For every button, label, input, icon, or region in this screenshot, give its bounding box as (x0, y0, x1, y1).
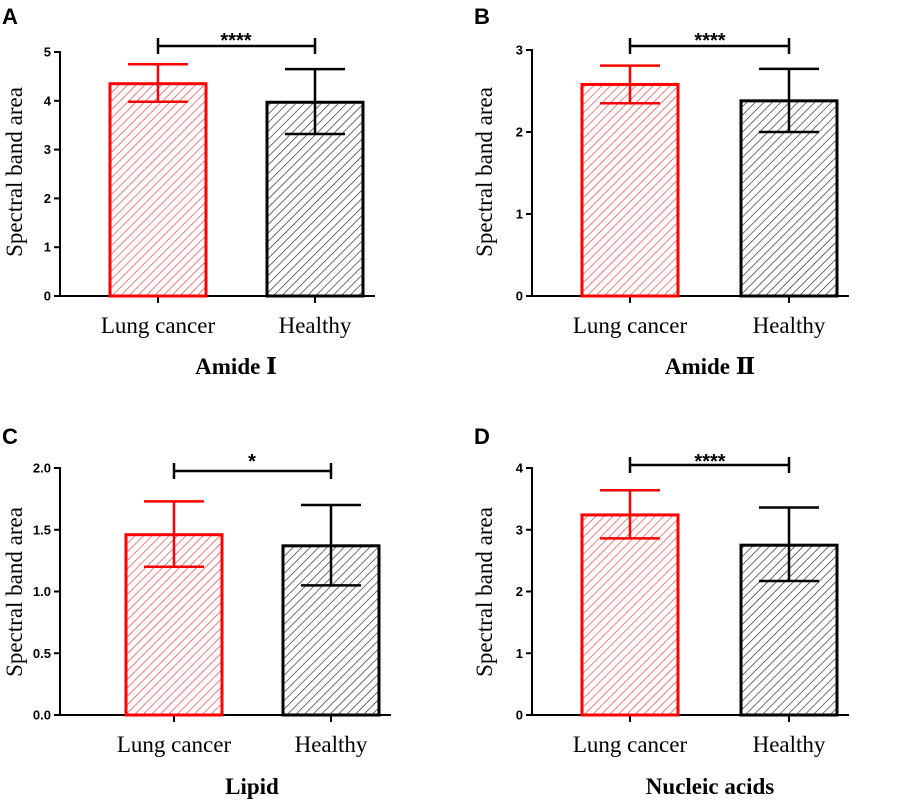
y-axis-label: Spectral band area (472, 87, 497, 257)
panel-b: B Spectral band area 0 1 2 3 Lung cancer He… (472, 4, 849, 379)
panel-label: A (2, 4, 18, 29)
y-tick-label: 3 (516, 522, 523, 537)
category-label-healthy: Healthy (753, 313, 826, 338)
bar-lung-cancer (580, 82, 680, 298)
y-tick-label: 5 (44, 45, 51, 60)
y-tick-label: 3 (44, 142, 51, 157)
category-label-lung-cancer: Lung cancer (573, 313, 688, 338)
category-label-healthy: Healthy (279, 313, 352, 338)
y-tick-label: 2.0 (33, 461, 51, 476)
y-tick-label: 2 (44, 191, 51, 206)
bar-healthy (265, 100, 365, 298)
y-tick-label: 1 (516, 207, 523, 222)
panel-d: D Spectral band area 0 1 2 3 4 Lung cancer H… (472, 424, 849, 799)
bar-lung-cancer (580, 513, 680, 717)
y-tick-label: 1.0 (33, 584, 51, 599)
panel-label: B (474, 4, 490, 29)
category-label-lung-cancer: Lung cancer (117, 732, 232, 757)
panel-label: D (474, 424, 490, 449)
y-tick-label: 0.5 (33, 646, 51, 661)
panel-c: C Spectral band area 0.0 0.5 1.0 1.5 2.0 Lun… (2, 424, 391, 799)
significance-label: * (248, 451, 256, 473)
category-label-lung-cancer: Lung cancer (101, 313, 216, 338)
bar-lung-cancer (108, 82, 208, 298)
significance-label: **** (220, 30, 251, 52)
y-tick-label: 2 (516, 584, 523, 599)
category-label-lung-cancer: Lung cancer (573, 732, 688, 757)
y-axis-label: Spectral band area (2, 87, 27, 257)
y-tick-label: 0.0 (33, 708, 51, 723)
y-tick-label: 0 (44, 289, 51, 304)
y-tick-label: 0 (516, 289, 523, 304)
y-axis-label: Spectral band area (2, 507, 27, 677)
chart-title: Nucleic acids (646, 774, 774, 799)
category-label-healthy: Healthy (295, 732, 368, 757)
panel-label: C (2, 424, 18, 449)
y-axis-label: Spectral band area (472, 507, 497, 677)
y-tick-label: 4 (44, 93, 52, 108)
significance-label: **** (694, 30, 725, 52)
y-tick-label: 1 (44, 240, 51, 255)
y-tick-label: 3 (516, 43, 523, 58)
significance-label: **** (694, 451, 725, 473)
category-label-healthy: Healthy (753, 732, 826, 757)
chart-title: Lipid (225, 774, 279, 799)
bar-healthy (739, 99, 839, 298)
y-tick-label: 1 (516, 646, 523, 661)
y-tick-label: 0 (516, 708, 523, 723)
y-tick-label: 4 (516, 461, 524, 476)
y-tick-label: 1.5 (33, 522, 51, 537)
y-tick-label: 2 (516, 125, 523, 140)
chart-title: Amide Ⅱ (665, 354, 755, 379)
chart-title: Amide Ⅰ (195, 354, 277, 379)
